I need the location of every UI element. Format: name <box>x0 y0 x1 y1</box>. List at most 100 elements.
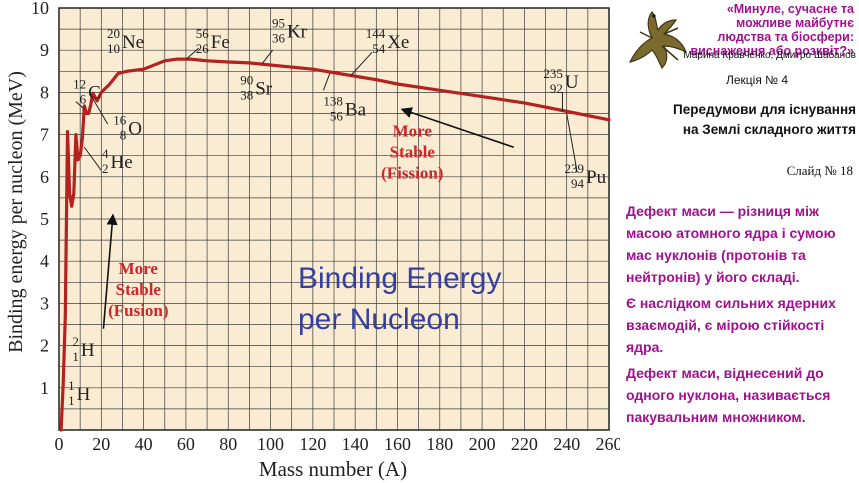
x-tick-label: 160 <box>384 434 411 454</box>
x-tick-label: 200 <box>469 434 496 454</box>
x-tick-label: 60 <box>177 434 195 454</box>
svg-text:U: U <box>565 72 579 93</box>
svg-text:90: 90 <box>240 72 253 87</box>
svg-text:56: 56 <box>196 26 210 41</box>
svg-text:2: 2 <box>102 161 109 176</box>
lecture-header: «Минуле, сучасне та можливе майбутнє люд… <box>618 0 859 184</box>
fusion-label: (Fusion) <box>108 301 168 320</box>
x-tick-label: 100 <box>257 434 284 454</box>
y-tick-label: 1 <box>40 378 49 398</box>
y-tick-label: 9 <box>40 40 49 60</box>
svg-text:2: 2 <box>72 334 79 349</box>
y-tick-label: 4 <box>40 251 49 271</box>
fission-label: More <box>393 122 433 141</box>
svg-text:26: 26 <box>196 41 210 56</box>
x-tick-label: 240 <box>553 434 580 454</box>
overlay-title: Binding Energy <box>298 262 501 295</box>
x-tick-label: 40 <box>135 434 153 454</box>
svg-text:Xe: Xe <box>387 32 409 53</box>
lecture-title: «Минуле, сучасне та можливе майбутнє люд… <box>690 2 854 58</box>
svg-text:95: 95 <box>272 15 285 30</box>
nuclide-label: 168 O <box>113 112 142 142</box>
fission-arrow <box>400 107 515 149</box>
y-tick-label: 2 <box>40 336 49 356</box>
fission-label: Stable <box>390 143 436 162</box>
x-tick-label: 220 <box>511 434 538 454</box>
x-axis-label: Mass number (A) <box>259 457 407 481</box>
fusion-arrow <box>102 213 118 329</box>
svg-text:6: 6 <box>80 92 87 107</box>
svg-text:138: 138 <box>323 93 343 108</box>
leader-line <box>92 98 109 125</box>
svg-text:54: 54 <box>372 41 386 56</box>
svg-text:56: 56 <box>330 108 344 123</box>
y-axis-label: Binding energy per nucleon (MeV) <box>5 71 27 353</box>
svg-text:1: 1 <box>68 378 75 393</box>
y-tick-label: 7 <box>40 125 49 145</box>
svg-text:Ne: Ne <box>122 32 144 53</box>
x-tick-label: 120 <box>299 434 326 454</box>
svg-text:Kr: Kr <box>287 21 308 42</box>
leader-line <box>185 47 199 60</box>
svg-text:38: 38 <box>240 87 253 102</box>
y-tick-label: 8 <box>40 82 49 102</box>
svg-text:Ba: Ba <box>345 99 367 120</box>
x-tick-label: 180 <box>426 434 453 454</box>
leader-line <box>350 51 373 76</box>
svg-text:92: 92 <box>550 81 563 96</box>
y-tick-label: 10 <box>31 0 49 18</box>
y-tick-label: 6 <box>40 167 49 187</box>
svg-text:1: 1 <box>68 393 75 408</box>
svg-text:239: 239 <box>565 161 585 176</box>
leader-line <box>75 101 85 110</box>
x-tick-label: 0 <box>55 434 64 454</box>
leader-line <box>83 146 102 171</box>
lecture-authors: Марина Кравченко, Дмитро Шабанов <box>683 50 856 61</box>
svg-text:8: 8 <box>120 127 127 142</box>
nuclide-label: 21 H <box>72 334 95 364</box>
overlay-title: per Nucleon <box>298 303 460 336</box>
svg-text:20: 20 <box>107 26 120 41</box>
svg-text:12: 12 <box>73 77 86 92</box>
svg-text:C: C <box>88 83 101 104</box>
svg-text:Fe: Fe <box>211 32 230 53</box>
svg-text:144: 144 <box>366 26 386 41</box>
y-tick-label: 5 <box>40 209 49 229</box>
note-paragraph: Є наслідком сильних ядерних взаємодій, є… <box>626 295 836 355</box>
svg-text:1: 1 <box>72 349 79 364</box>
svg-text:36: 36 <box>272 30 286 45</box>
leader-line <box>261 49 274 65</box>
nuclide-label: 11 H <box>68 378 91 408</box>
series-line <box>59 57 611 432</box>
svg-text:16: 16 <box>113 112 127 127</box>
svg-text:94: 94 <box>571 176 585 191</box>
x-tick-label: 20 <box>92 434 110 454</box>
slide-number: Слайд № 18 <box>786 163 853 178</box>
svg-text:4: 4 <box>102 146 109 161</box>
lecture-number: Лекція № 4 <box>726 73 789 87</box>
x-tick-label: 260 <box>596 434 621 454</box>
note-paragraph: Дефект маси, віднесений до одного нуклон… <box>626 365 831 425</box>
svg-text:He: He <box>111 152 133 173</box>
x-tick-label: 80 <box>219 434 237 454</box>
binding-energy-chart: 0 20 40 60 80 100 120 140 160 180 200 220 240 2601234… <box>5 0 621 481</box>
leader-line <box>566 113 578 173</box>
svg-text:10: 10 <box>107 41 120 56</box>
nuclide-label: 42 He <box>102 146 133 176</box>
svg-text:H: H <box>81 340 95 361</box>
svg-text:Sr: Sr <box>255 78 273 99</box>
fission-label: (Fission) <box>381 164 443 183</box>
lizard-logo-icon <box>628 11 688 70</box>
svg-text:235: 235 <box>543 66 563 81</box>
svg-text:H: H <box>77 384 91 405</box>
nuclide-label: 126 C <box>73 77 101 107</box>
y-tick-label: 3 <box>40 293 49 313</box>
note-paragraph: Дефект маси — різниця між масою атомного… <box>626 203 836 285</box>
